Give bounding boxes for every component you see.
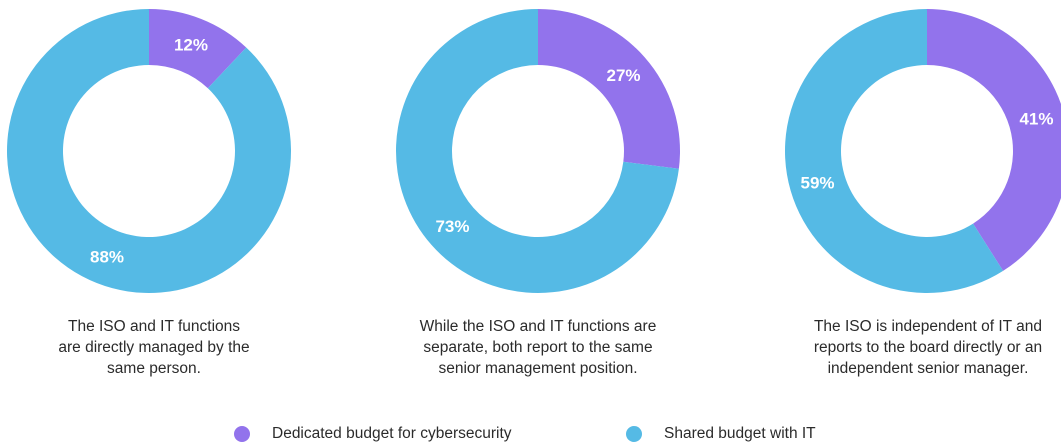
donut-chart-2: 27% 73% [395,9,681,293]
slice-dedicated [927,9,1061,271]
legend-item-shared: Shared budget with IT [626,424,816,444]
donut-chart-1: 12% 88% [6,9,292,293]
data-label-dedicated: 12% [174,36,208,55]
data-label-shared: 59% [801,173,835,192]
data-label-dedicated: 27% [606,66,640,85]
data-label-shared: 88% [90,247,124,266]
data-label-shared: 73% [435,217,469,236]
caption-chart-1: The ISO and IT functions are directly ma… [58,318,250,377]
slice-shared [785,9,1004,293]
slice-dedicated [149,9,247,89]
slice-shared [395,9,679,293]
legend-swatch-dedicated [234,426,250,442]
caption-chart-3: The ISO is independent of IT and reports… [813,318,1043,377]
legend-item-dedicated: Dedicated budget for cybersecurity [234,424,512,444]
donut-chart-3: 41% 59% [785,9,1061,293]
slice-shared [6,9,292,293]
slice-dedicated [538,9,681,169]
legend-label-shared: Shared budget with IT [664,425,816,442]
legend-label-dedicated: Dedicated budget for cybersecurity [272,425,512,442]
data-label-dedicated: 41% [1019,110,1053,129]
caption-chart-2: While the ISO and IT functions are separ… [419,318,657,377]
legend-swatch-shared [626,426,642,442]
